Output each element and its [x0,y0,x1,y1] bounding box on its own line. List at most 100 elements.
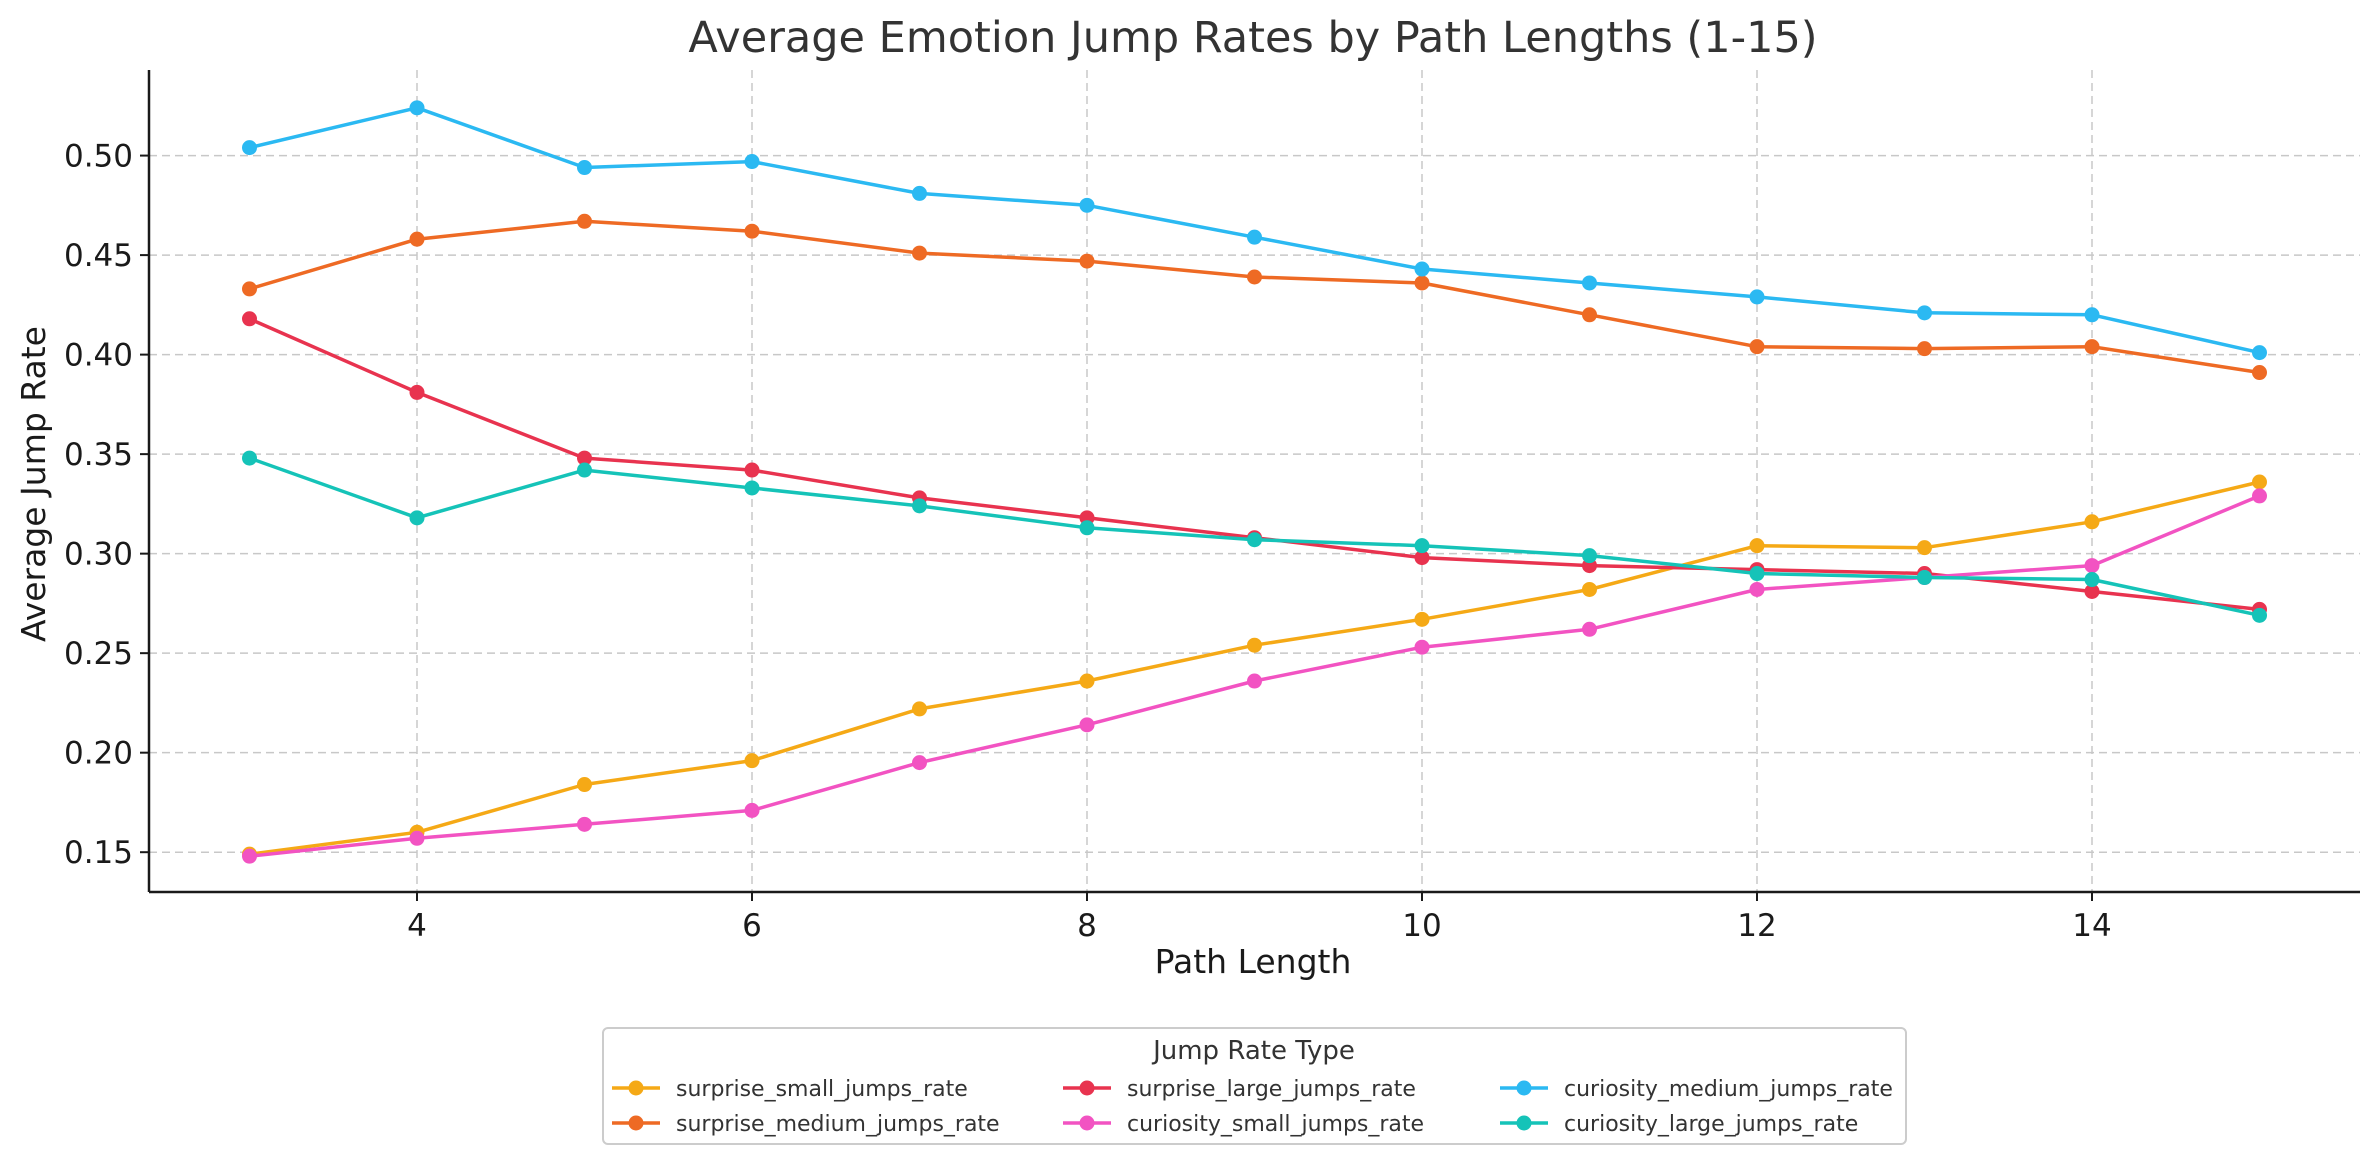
data-point [577,777,592,793]
data-point [1247,532,1262,548]
y-tick-label: 0.45 [64,238,133,274]
data-point [1749,566,1765,582]
x-axis-label: Path Length [1155,942,1352,981]
x-tick-label: 14 [2072,908,2111,944]
data-point [912,498,927,514]
data-point [1582,548,1597,564]
data-point [242,140,257,156]
x-tick-label: 12 [1737,908,1776,944]
data-point [409,830,425,846]
data-point [1917,540,1932,556]
data-point [2252,488,2267,504]
data-point [2252,345,2267,361]
data-point [409,510,425,526]
legend-items: surprise_small_jumps_rate surprise_medium… [612,1077,1893,1137]
series-curiosity_large_jumps_rate [242,450,2267,623]
legend-item: surprise_small_jumps_rate [612,1077,968,1102]
data-point [1079,673,1095,689]
x-tick-label: 8 [1077,908,1097,944]
chart-title: Average Emotion Jump Rates by Path Lengt… [688,13,1817,63]
data-point [1247,637,1262,653]
legend-swatch-marker [1079,1080,1095,1096]
data-point [242,281,257,297]
legend-item: curiosity_small_jumps_rate [1063,1112,1424,1137]
legend-label: curiosity_large_jumps_rate [1564,1112,1858,1137]
legend: Jump Rate Type surprise_small_jumps_rate… [602,1027,1907,1145]
series-surprise_small_jumps_rate [242,474,2267,862]
data-point [2084,307,2100,323]
data-point [1247,673,1262,689]
y-tick-label: 0.50 [64,139,133,175]
data-point [577,160,592,176]
legend-label: curiosity_small_jumps_rate [1127,1112,1424,1137]
data-point [744,462,760,478]
data-point [2084,583,2100,599]
data-point [577,816,592,832]
data-point [2252,474,2267,490]
data-point [242,848,257,864]
legend-item: curiosity_large_jumps_rate [1500,1112,1858,1137]
data-point [1079,253,1095,269]
data-point [1079,717,1095,733]
y-tick-label: 0.20 [64,736,133,772]
legend-swatch-marker [1516,1115,1532,1131]
legend-label: surprise_medium_jumps_rate [676,1112,1000,1137]
series-lines [242,100,2267,864]
data-point [744,223,760,239]
legend-item: surprise_medium_jumps_rate [612,1112,1000,1137]
data-point [1414,538,1430,554]
legend-item: curiosity_medium_jumps_rate [1500,1077,1893,1102]
x-tick-label: 6 [742,908,762,944]
legend-label: surprise_small_jumps_rate [676,1077,968,1102]
data-point [1749,538,1765,554]
data-point [912,245,927,261]
legend-swatch-marker [1079,1115,1095,1131]
data-point [1582,581,1597,597]
data-point [744,753,760,769]
legend-swatch-marker [1516,1080,1532,1096]
data-point [2252,607,2267,623]
data-point [1414,261,1430,277]
series-line [248,317,2260,612]
data-point [1079,520,1095,536]
data-point [1414,275,1430,291]
x-tick-label: 4 [407,908,427,944]
data-point [744,802,760,818]
y-tick-label: 0.30 [64,537,133,573]
legend-swatch-marker [628,1115,644,1131]
data-point [1247,229,1262,245]
data-point [1414,639,1430,655]
data-point [577,450,592,466]
data-point [577,462,592,478]
x-tick-label: 10 [1402,908,1441,944]
y-tick-label: 0.15 [64,835,133,871]
data-point [2084,514,2100,530]
data-point [2084,339,2100,355]
tick-labels: 4 6 8 10 12 14 0.15 0.20 0.25 0.30 0.35 0.40 0.45 0.5… [64,139,2112,944]
legend-title: Jump Rate Type [1151,1036,1355,1066]
data-point [1917,341,1932,357]
data-point [1414,611,1430,627]
data-point [1917,305,1932,321]
y-axis-label: Average Jump Rate [14,326,53,642]
data-point [409,231,425,247]
y-tick-label: 0.25 [64,636,133,672]
legend-swatch-marker [628,1080,644,1096]
data-point [1917,570,1932,586]
data-point [409,384,425,400]
data-point [1247,269,1262,285]
data-point [1582,621,1597,637]
data-point [1414,550,1430,566]
data-point [1582,275,1597,291]
series-curiosity_medium_jumps_rate [242,100,2267,361]
data-point [912,185,927,201]
data-point [1749,581,1765,597]
series-surprise_large_jumps_rate [242,311,2267,617]
data-point [242,311,257,327]
data-point [1582,307,1597,323]
grid-lines [149,70,2360,892]
y-tick-label: 0.40 [64,338,133,374]
legend-box [602,1027,1907,1145]
y-tick-label: 0.35 [64,437,133,473]
